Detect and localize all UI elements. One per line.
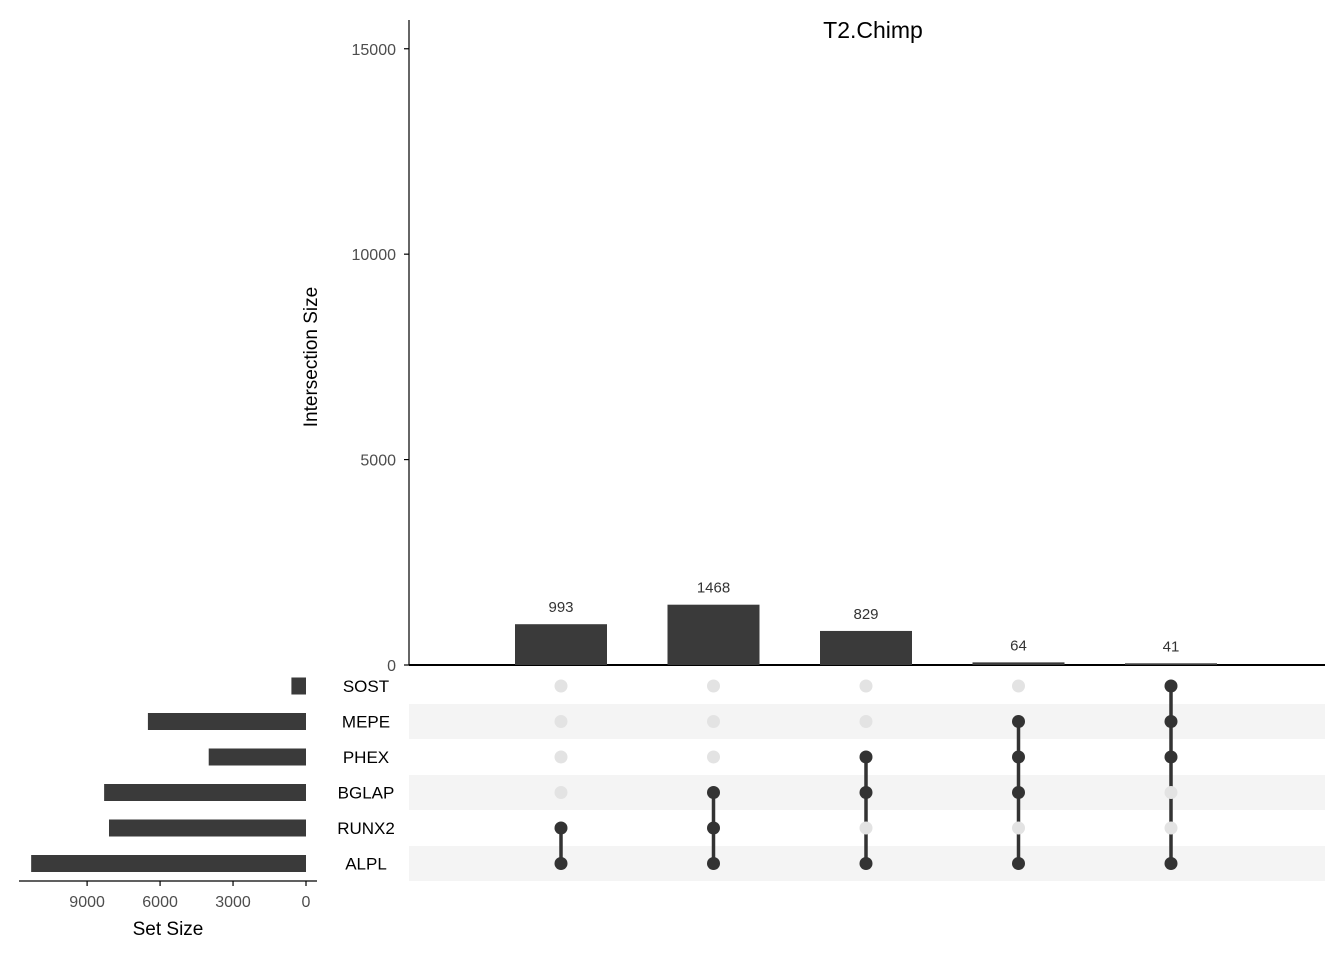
matrix-dot-active <box>1012 786 1025 799</box>
intersection-y-axis: 0 5000 10000 15000 <box>352 20 1325 675</box>
set-size-bar <box>108 819 307 837</box>
intersection-bar <box>667 604 760 665</box>
matrix-dot-active <box>707 857 720 870</box>
matrix-dot-active <box>1164 857 1178 870</box>
matrix-dot-active <box>554 821 568 835</box>
matrix-dot-inactive <box>1164 786 1178 799</box>
set-labels: SOST MEPE PHEX BGLAP RUNX2 ALPL <box>337 677 395 874</box>
matrix-dot-active <box>1164 715 1178 728</box>
set-size-tick-label: 3000 <box>215 894 251 911</box>
chart-title: T2.Chimp <box>823 17 923 43</box>
matrix-dot-active <box>1164 750 1178 764</box>
intersection-bar-labels: 993 1468 829 64 41 <box>548 580 1179 656</box>
intersection-matrix <box>554 679 1178 870</box>
set-size-bar <box>104 784 306 801</box>
y-tick-label: 10000 <box>352 247 397 264</box>
intersection-bar <box>972 662 1065 665</box>
y-tick-label: 15000 <box>352 42 397 59</box>
matrix-dot-inactive <box>554 715 568 728</box>
set-label: SOST <box>343 677 389 696</box>
y-tick-label: 5000 <box>360 453 396 470</box>
set-size-bar <box>31 855 307 872</box>
set-size-tick-label: 6000 <box>142 894 178 911</box>
matrix-dot-inactive <box>707 679 720 693</box>
matrix-dot-inactive <box>859 715 873 728</box>
intersection-bar-value: 64 <box>1010 637 1027 654</box>
matrix-dot-active <box>1012 715 1025 728</box>
matrix-dot-inactive <box>707 750 720 764</box>
set-size-tick-label: 9000 <box>69 894 105 911</box>
set-label: BGLAP <box>338 784 395 803</box>
matrix-dot-inactive <box>554 750 568 764</box>
matrix-dot-active <box>707 786 720 799</box>
y-tick-label: 0 <box>387 658 396 675</box>
set-size-bar <box>208 748 306 766</box>
matrix-dot-active <box>1012 857 1025 870</box>
matrix-dot-active <box>554 857 568 870</box>
matrix-dot-inactive <box>554 679 568 693</box>
intersection-bar <box>1125 663 1217 665</box>
matrix-dot-active <box>859 786 873 799</box>
y-axis-label: Intersection Size <box>301 287 322 427</box>
matrix-dot-active <box>859 750 873 764</box>
matrix-dot-inactive <box>707 715 720 728</box>
matrix-dot-inactive <box>1164 821 1178 835</box>
matrix-dot-active <box>1012 750 1025 764</box>
set-label: RUNX2 <box>337 819 395 838</box>
set-size-axis-label: Set Size <box>133 919 204 940</box>
matrix-dot-inactive <box>859 821 873 835</box>
set-label: MEPE <box>342 713 390 732</box>
intersection-bars <box>515 604 1217 665</box>
intersection-bar <box>820 630 912 665</box>
matrix-dot-inactive <box>1012 679 1025 693</box>
intersection-bar-value: 829 <box>853 606 878 623</box>
matrix-dot-inactive <box>859 679 873 693</box>
matrix-dot-active <box>1164 679 1178 693</box>
set-size-bar <box>291 677 306 695</box>
matrix-dot-active <box>707 821 720 835</box>
intersection-bar <box>515 624 607 665</box>
intersection-bar-value: 41 <box>1163 638 1180 655</box>
set-size-axis: 9000 6000 3000 0 <box>19 880 317 911</box>
set-size-bar <box>147 713 306 730</box>
set-size-bars <box>31 677 307 872</box>
intersection-bar-value: 993 <box>548 599 573 616</box>
matrix-dot-inactive <box>1012 821 1025 835</box>
matrix-dot-inactive <box>554 786 568 799</box>
set-label: ALPL <box>345 855 387 874</box>
set-label: PHEX <box>343 748 389 767</box>
matrix-dot-active <box>859 857 873 870</box>
set-size-tick-label: 0 <box>302 894 311 911</box>
intersection-bar-value: 1468 <box>697 580 730 597</box>
